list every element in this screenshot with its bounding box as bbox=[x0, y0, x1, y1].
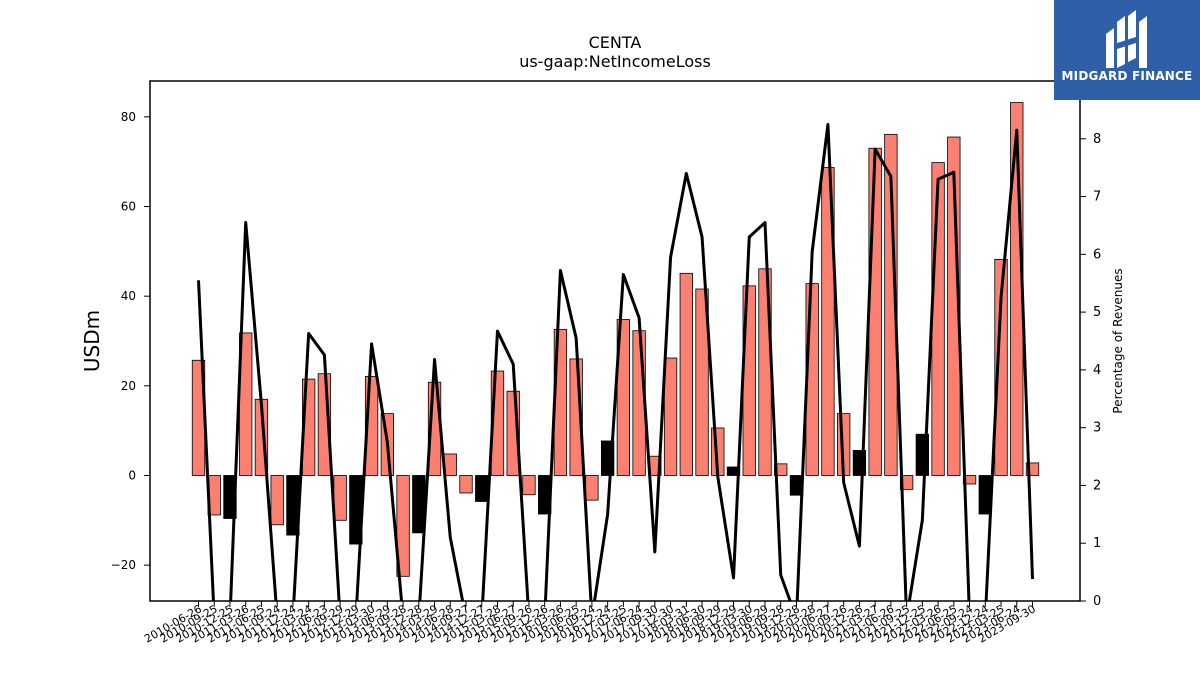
bar-2018-06-30 bbox=[695, 288, 709, 476]
y-tick-label: 20 bbox=[121, 379, 136, 393]
pct-revenue-line bbox=[197, 122, 1034, 601]
bar-2011-09-24 bbox=[270, 475, 284, 526]
y2-tick-label: 0 bbox=[1093, 594, 1101, 609]
y2-tick-label: 2 bbox=[1093, 478, 1101, 493]
y-tick-label: 80 bbox=[121, 110, 136, 124]
bars-layer bbox=[191, 102, 1040, 577]
y-axis-label: USDm bbox=[80, 310, 104, 372]
bar-2021-06-26 bbox=[884, 133, 898, 476]
y-tick-label: 0 bbox=[128, 468, 136, 482]
y2-axis-label: Percentage of Revenues bbox=[1111, 268, 1125, 413]
bar-2021-03-27 bbox=[868, 147, 882, 476]
bar-2014-09-27 bbox=[459, 475, 473, 494]
bar-2014-12-27 bbox=[475, 475, 489, 502]
chart-title: CENTA bbox=[589, 33, 642, 52]
bar-2019-09-28 bbox=[774, 463, 788, 476]
y2-tick-label: 1 bbox=[1093, 536, 1101, 551]
y2-tick-label: 4 bbox=[1093, 363, 1101, 378]
bar-2017-03-25 bbox=[616, 319, 631, 476]
bar-2012-09-29 bbox=[333, 475, 347, 521]
bar-2016-09-24 bbox=[585, 475, 599, 501]
y2-tick-label: 5 bbox=[1093, 305, 1101, 320]
chart-subtitle: us-gaap:NetIncomeLoss bbox=[519, 52, 711, 71]
line-layer bbox=[197, 122, 1034, 601]
bar-2015-09-26 bbox=[522, 475, 536, 496]
bar-2023-03-25 bbox=[994, 259, 1008, 476]
plot-frame bbox=[149, 80, 1081, 602]
y2-tick-label: 7 bbox=[1093, 190, 1101, 205]
bar-2018-03-31 bbox=[679, 272, 693, 476]
axes-layer: −200204060800123456782010-06-262010-09-2… bbox=[111, 110, 1102, 646]
bar-2013-09-28 bbox=[396, 475, 410, 577]
y-tick-label: −20 bbox=[111, 558, 136, 572]
logo-mark-icon bbox=[1106, 10, 1147, 68]
bar-2017-12-30 bbox=[663, 357, 678, 476]
y2-tick-label: 3 bbox=[1093, 421, 1101, 436]
y-tick-label: 60 bbox=[121, 200, 136, 214]
brand-name: MIDGARD FINANCE bbox=[1061, 69, 1193, 83]
y2-tick-label: 8 bbox=[1093, 132, 1101, 147]
y2-tick-label: 6 bbox=[1093, 247, 1101, 262]
bar-2020-06-27 bbox=[821, 167, 835, 476]
y-tick-label: 40 bbox=[121, 289, 136, 303]
brand-logo: MIDGARD FINANCE bbox=[1054, 0, 1200, 100]
